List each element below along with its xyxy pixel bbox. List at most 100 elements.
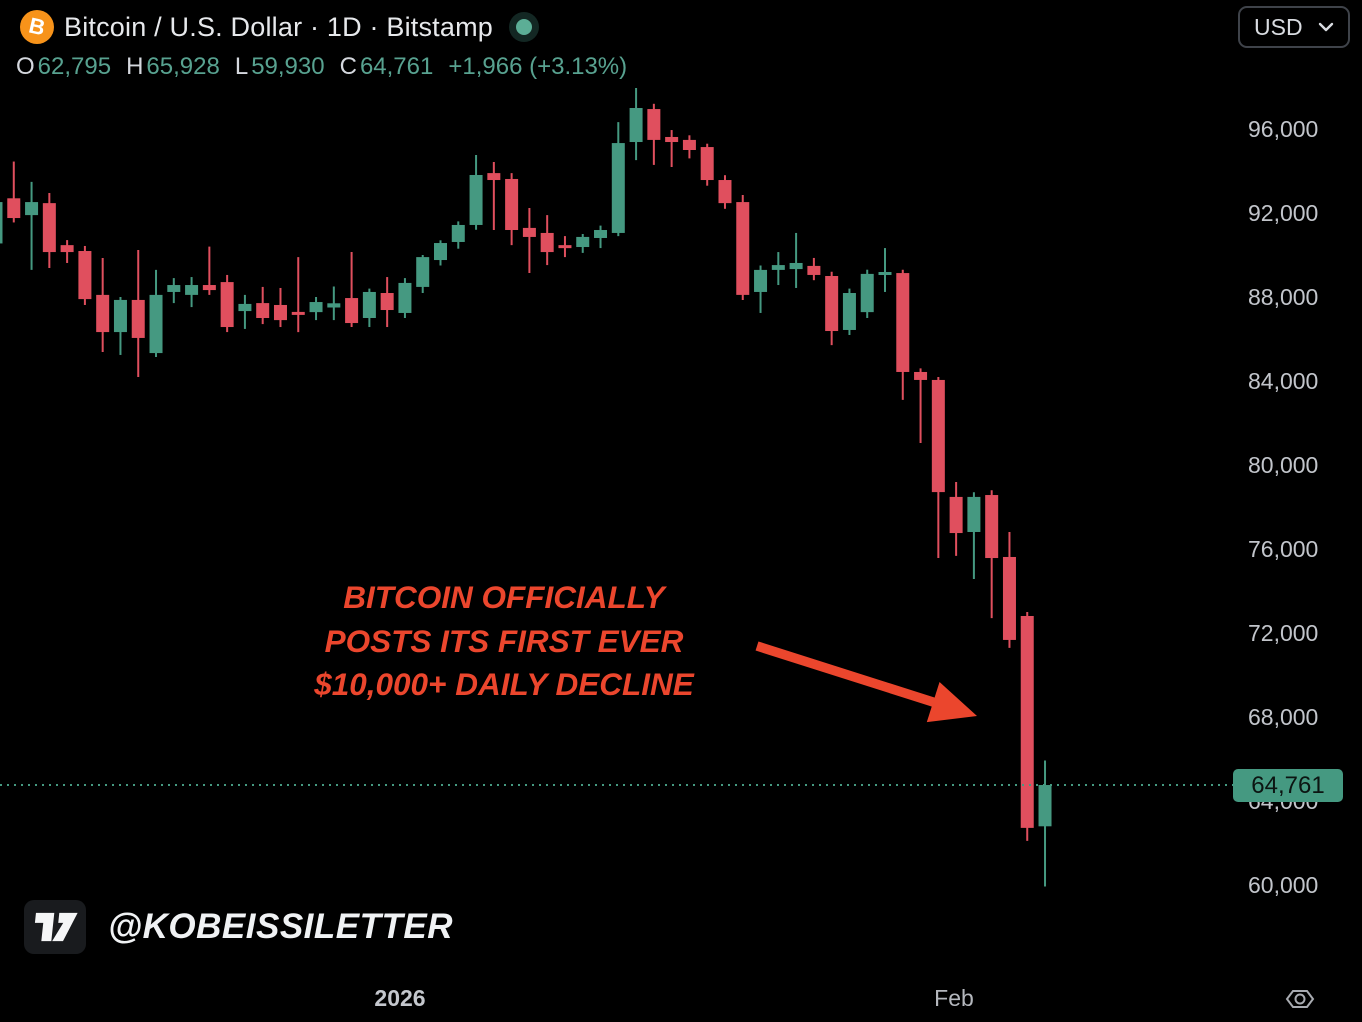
candle[interactable] <box>220 274 234 333</box>
chart-header: B Bitcoin / U.S. Dollar · 1D · Bitstamp … <box>0 0 1362 90</box>
candle[interactable] <box>167 278 181 304</box>
market-status-dot-icon <box>516 19 533 35</box>
low-value: 59,930 <box>251 53 325 80</box>
candle[interactable] <box>682 135 696 159</box>
bitcoin-icon: B <box>20 10 54 44</box>
ohlc-row: O 62,795 H 65,928 L 59,930 C 64,761 +1,9… <box>16 53 628 80</box>
candle[interactable] <box>434 240 447 266</box>
candle[interactable] <box>860 269 874 318</box>
price-axis-label: 72,000 <box>1248 620 1319 646</box>
candle[interactable] <box>7 161 21 223</box>
candle[interactable] <box>505 173 519 246</box>
candle[interactable] <box>416 255 430 294</box>
market-status-indicator[interactable] <box>509 12 540 42</box>
candle[interactable] <box>238 294 252 329</box>
currency-value: USD <box>1254 13 1303 40</box>
price-axis-label: 92,000 <box>1248 200 1319 226</box>
tradingview-logo-icon <box>24 900 86 954</box>
current-price-badge[interactable]: 64,761 <box>1233 769 1343 803</box>
price-axis-label: 68,000 <box>1248 704 1319 730</box>
currency-selector[interactable]: USD <box>1238 6 1350 48</box>
price-axis-label: 76,000 <box>1248 536 1319 562</box>
candle[interactable] <box>718 175 732 209</box>
candle[interactable] <box>0 198 3 249</box>
high-label: H <box>126 53 144 80</box>
candle[interactable] <box>309 297 323 321</box>
candle[interactable] <box>42 193 56 269</box>
price-axis-label: 60,000 <box>1248 872 1319 898</box>
annotation-line-2: POSTS ITS FIRST EVER <box>324 622 684 659</box>
candle[interactable] <box>540 215 554 266</box>
change-value: +1,966 (+3.13%) <box>448 53 628 80</box>
candle[interactable] <box>700 143 714 186</box>
low-label: L <box>234 53 249 80</box>
candle[interactable] <box>594 225 608 249</box>
candle[interactable] <box>202 246 216 295</box>
high-value: 65,928 <box>146 53 220 80</box>
candle[interactable] <box>931 377 945 559</box>
chevron-down-icon <box>1318 22 1334 32</box>
candle[interactable] <box>771 252 785 286</box>
candle[interactable] <box>842 288 856 336</box>
candle[interactable] <box>736 194 750 300</box>
candle[interactable] <box>647 103 661 165</box>
candle[interactable] <box>1038 760 1052 887</box>
candle[interactable] <box>398 278 412 318</box>
time-axis[interactable]: 2026 Feb <box>0 980 1362 1022</box>
candle[interactable] <box>78 245 92 305</box>
open-value: 62,795 <box>37 53 112 80</box>
candle[interactable] <box>967 492 981 580</box>
close-value: 64,761 <box>359 53 434 80</box>
candle[interactable] <box>273 287 287 328</box>
candle[interactable] <box>60 240 74 263</box>
candle[interactable] <box>291 257 305 333</box>
annotation-text: BITCOIN OFFICIALLY POSTS ITS FIRST EVER … <box>268 576 740 707</box>
candle[interactable] <box>825 271 839 346</box>
candle[interactable] <box>629 88 643 161</box>
price-axis-label: 88,000 <box>1248 284 1319 310</box>
candle[interactable] <box>185 277 199 308</box>
candle[interactable] <box>469 155 483 230</box>
symbol-title[interactable]: Bitcoin / U.S. Dollar · 1D · Bitstamp <box>64 11 494 42</box>
candle[interactable] <box>1002 531 1016 648</box>
candle[interactable] <box>896 269 910 400</box>
candle[interactable] <box>256 286 270 325</box>
timezone-settings-icon[interactable] <box>1284 983 1316 1015</box>
candle[interactable] <box>149 269 163 358</box>
candle[interactable] <box>914 368 928 443</box>
candle[interactable] <box>807 257 821 281</box>
candle[interactable] <box>878 248 892 292</box>
candle[interactable] <box>113 297 127 355</box>
candle[interactable] <box>362 288 376 328</box>
candle[interactable] <box>1020 612 1034 841</box>
candle[interactable] <box>985 490 999 619</box>
candle[interactable] <box>665 130 679 168</box>
candle[interactable] <box>558 236 572 258</box>
annotation-line-1: BITCOIN OFFICIALLY <box>343 579 665 615</box>
annotation-line-3: $10,000+ DAILY DECLINE <box>314 666 694 702</box>
candle[interactable] <box>949 482 963 556</box>
candle[interactable] <box>96 257 110 353</box>
time-axis-label: 2026 <box>374 985 426 1011</box>
candle[interactable] <box>25 181 39 270</box>
candle[interactable] <box>487 161 501 231</box>
candle[interactable] <box>380 277 394 328</box>
candle[interactable] <box>611 122 625 237</box>
close-label: C <box>339 53 357 80</box>
candle[interactable] <box>754 265 768 313</box>
open-label: O <box>16 53 35 80</box>
candle[interactable] <box>451 221 465 249</box>
candle[interactable] <box>327 286 341 321</box>
candle[interactable] <box>789 232 803 288</box>
bitcoin-glyph: B <box>26 12 48 41</box>
price-axis-label: 96,000 <box>1248 116 1319 142</box>
candle[interactable] <box>576 234 590 253</box>
watermark: @KOBEISSILETTER <box>24 899 453 955</box>
candle[interactable] <box>522 207 536 274</box>
candle[interactable] <box>345 252 359 328</box>
price-axis-label: 80,000 <box>1248 452 1319 478</box>
candle[interactable] <box>131 249 145 378</box>
